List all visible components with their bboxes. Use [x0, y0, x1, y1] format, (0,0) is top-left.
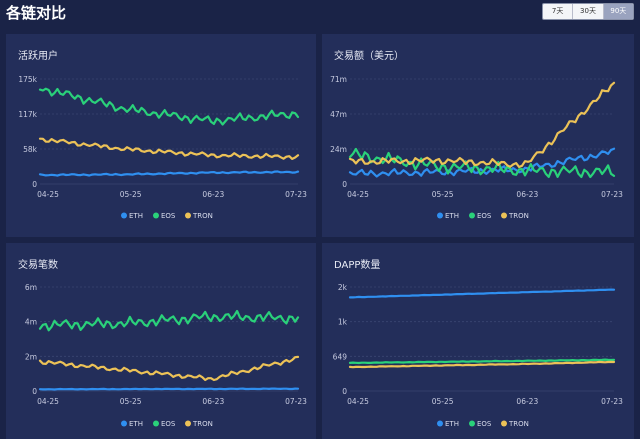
y-tick-label: 0 [342, 387, 347, 396]
legend-label: ETH [129, 212, 143, 220]
y-tick-label: 71m [330, 75, 347, 84]
y-tick-label: 0 [32, 387, 37, 396]
tab-7-days[interactable]: 7天 [543, 4, 574, 19]
series-line-eos [348, 358, 616, 365]
y-tick-label: 2k [338, 283, 348, 292]
x-tick-label: 05-25 [120, 397, 142, 406]
legend-item-tron[interactable]: TRON [185, 212, 213, 220]
x-tick-label: 07-23 [285, 190, 307, 199]
legend-label: EOS [477, 420, 492, 428]
x-tick-label: 05-25 [432, 190, 454, 199]
x-tick-label: 06-23 [202, 190, 224, 199]
x-tick-label: 04-25 [347, 397, 369, 406]
legend-label: EOS [477, 212, 492, 220]
series-line-eth [348, 147, 616, 178]
active-users-panel: 活跃用户 0 58k 117k 175k 04-25 05-25 06-23 07-23 ETH… [6, 34, 316, 237]
chart-title: DAPP数量 [334, 260, 381, 271]
x-tick-label: 06-23 [516, 397, 538, 406]
page-title: 各链对比 [6, 4, 67, 22]
legend-label: ETH [129, 420, 143, 428]
y-tick-label: 6m [25, 283, 37, 292]
legend-marker [153, 212, 159, 219]
y-tick-label: 0 [32, 180, 37, 189]
legend-item-eth[interactable]: ETH [121, 420, 143, 428]
series-line-tron [38, 355, 300, 382]
legend-item-eos[interactable]: EOS [153, 420, 176, 428]
legend-label: TRON [508, 212, 529, 220]
chart-title: 活跃用户 [18, 51, 58, 62]
y-tick-label: 175k [18, 75, 37, 84]
series-line-tron [38, 137, 300, 160]
legend-item-eos[interactable]: EOS [469, 212, 492, 220]
tab-90-days[interactable]: 90天 [603, 4, 633, 19]
transaction-volume-panel: 交易额（美元） 0 24m 47m 71m 04-25 05-25 06-23 07-23 ET… [322, 34, 634, 237]
legend-item-tron[interactable]: TRON [501, 420, 529, 428]
y-tick-label: 1k [338, 318, 348, 327]
x-tick-label: 05-25 [120, 190, 142, 199]
legend-marker [153, 420, 159, 427]
legend-label: EOS [161, 420, 176, 428]
chart-title: 交易笔数 [18, 260, 58, 271]
x-tick-label: 06-23 [516, 190, 538, 199]
legend-item-tron[interactable]: TRON [501, 212, 529, 220]
legend-marker [469, 212, 475, 219]
series-line-eth [348, 288, 616, 299]
y-tick-label: 4m [25, 318, 37, 327]
legend-item-eth[interactable]: ETH [437, 420, 459, 428]
legend-item-tron[interactable]: TRON [185, 420, 213, 428]
legend-marker [121, 212, 127, 219]
legend-marker [185, 212, 191, 219]
legend-item-eos[interactable]: EOS [469, 420, 492, 428]
legend-marker [437, 420, 443, 427]
active-users-chart: 0 58k 117k 175k 04-25 05-25 06-23 07-23 ETH EOS TR… [18, 75, 307, 220]
dapp-count-chart: 0 649 1k 2k 04-25 05-25 06-23 07-23 ETH EOS TRON [333, 283, 623, 428]
x-tick-label: 06-23 [202, 397, 224, 406]
legend-label: EOS [161, 212, 176, 220]
legend-label: ETH [445, 212, 459, 220]
legend-marker [437, 212, 443, 219]
legend-label: TRON [192, 212, 213, 220]
tab-30-days[interactable]: 30天 [573, 4, 604, 19]
legend-label: TRON [508, 420, 529, 428]
x-tick-label: 07-23 [285, 397, 307, 406]
legend-item-eth[interactable]: ETH [121, 212, 143, 220]
series-line-tron [348, 81, 616, 169]
legend-marker [501, 212, 507, 219]
y-tick-label: 58k [23, 145, 38, 154]
x-tick-label: 07-23 [601, 397, 623, 406]
series-line-eth [38, 387, 300, 391]
x-tick-label: 05-25 [432, 397, 454, 406]
x-tick-label: 04-25 [37, 397, 59, 406]
time-range-selector: 7天 30天 90天 [542, 3, 634, 20]
series-line-eos [38, 309, 300, 332]
transaction-volume-chart: 0 24m 47m 71m 04-25 05-25 06-23 07-23 ETH EOS TRON [330, 75, 623, 220]
legend-item-eos[interactable]: EOS [153, 212, 176, 220]
legend-marker [501, 420, 507, 427]
chart-title: 交易额（美元） [334, 51, 404, 62]
legend-label: TRON [192, 420, 213, 428]
x-tick-label: 04-25 [347, 190, 369, 199]
series-line-eos [38, 87, 300, 126]
y-tick-label: 2m [25, 352, 37, 361]
transaction-count-chart: 0 2m 4m 6m 04-25 05-25 06-23 07-23 ETH EOS TRON [25, 283, 307, 428]
series-line-tron [348, 360, 616, 369]
y-tick-label: 117k [18, 110, 37, 119]
legend-label: ETH [445, 420, 459, 428]
y-tick-label: 24m [330, 145, 347, 154]
legend-marker [185, 420, 191, 427]
dapp-count-panel: DAPP数量 0 649 1k 2k 04-25 05-25 06-23 07-23 ETH EO… [322, 243, 634, 439]
series-line-eos [348, 147, 616, 179]
y-tick-label: 47m [330, 110, 347, 119]
x-tick-label: 04-25 [37, 190, 59, 199]
x-tick-label: 07-23 [601, 190, 623, 199]
y-tick-label: 649 [333, 352, 348, 361]
legend-marker [469, 420, 475, 427]
y-tick-label: 0 [342, 180, 347, 189]
series-line-eth [38, 170, 300, 177]
legend-marker [121, 420, 127, 427]
legend-item-eth[interactable]: ETH [437, 212, 459, 220]
transaction-count-panel: 交易笔数 0 2m 4m 6m 04-25 05-25 06-23 07-23 ETH EOS TR… [6, 243, 316, 439]
